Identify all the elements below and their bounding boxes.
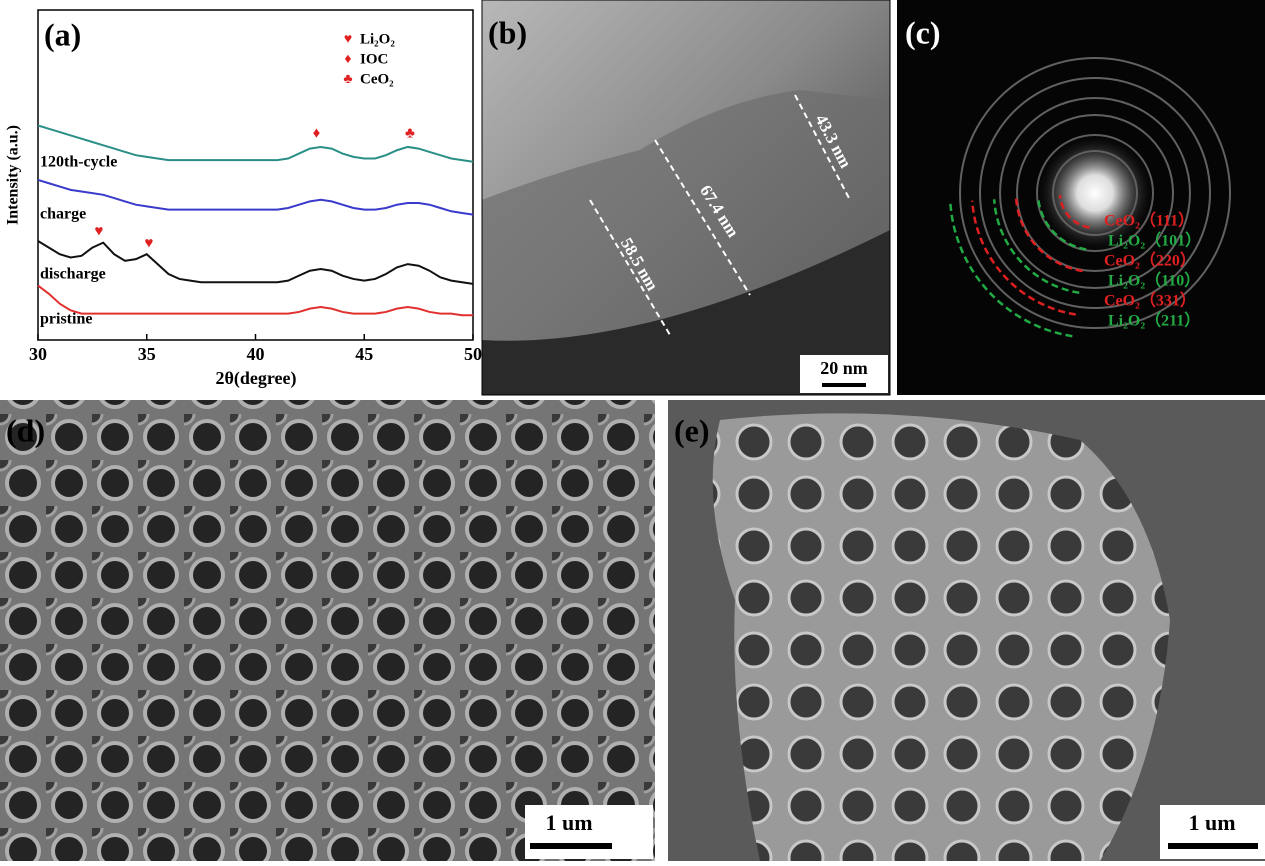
- panel-label: (a): [44, 16, 81, 52]
- panel-label: (d): [6, 412, 45, 448]
- series-line: [37, 124, 474, 163]
- sem-image: [0, 400, 655, 861]
- y-axis-label: Intensity (a.u.): [5, 125, 22, 225]
- legend-label: CeO₂: [360, 71, 394, 87]
- ring-arc: [1058, 195, 1090, 229]
- legend-label: IOC: [360, 51, 388, 67]
- x-tick-label: 35: [138, 344, 156, 364]
- x-axis-label: 2θ(degree): [215, 368, 296, 389]
- measure-line: [654, 139, 751, 296]
- ring-label: CeO₂（220）: [1104, 252, 1196, 270]
- ring-arc: [992, 199, 1080, 294]
- ring-arc: [949, 202, 1073, 338]
- series-label: pristine: [40, 311, 92, 328]
- ring-arc: [1014, 197, 1083, 273]
- central-spot: [1035, 133, 1155, 253]
- x-tick-label: 45: [355, 344, 373, 364]
- peak-marker: ♥: [94, 223, 103, 239]
- scale-bar-box: [525, 805, 653, 859]
- scale-bar-label: 20 nm: [820, 358, 868, 378]
- legend-symbol: ♣: [343, 72, 352, 87]
- series-label: 120th-cycle: [40, 154, 117, 171]
- scale-bar-label: 1 um: [1188, 810, 1235, 835]
- series-label: charge: [40, 206, 86, 223]
- plot-frame: [37, 9, 474, 341]
- sem-particle: [712, 413, 1170, 861]
- peak-marker: ♣: [405, 125, 415, 141]
- ring-label: Li₂O₂（211）: [1108, 312, 1200, 330]
- panel-label: (c): [905, 14, 941, 50]
- x-tick-label: 50: [464, 344, 482, 364]
- ring-arc: [1036, 196, 1087, 251]
- series-label: discharge: [40, 266, 106, 283]
- legend-symbol: ♥: [344, 32, 352, 47]
- indexed-arcs: CeO₂（111） Li₂O₂（101） CeO₂（220） Li₂O₂（110） Ce…: [949, 195, 1201, 338]
- series-line: [37, 284, 473, 317]
- legend-label: Li₂O₂: [360, 31, 395, 47]
- scale-bar-label: 1 um: [545, 810, 592, 835]
- panel-label: (e): [674, 412, 710, 448]
- ring-label: Li₂O₂（110）: [1108, 272, 1200, 290]
- ring-label: CeO₂（111）: [1104, 212, 1194, 230]
- ring-label: Li₂O₂（101）: [1108, 232, 1201, 250]
- scale-bar-box: [1160, 805, 1265, 859]
- x-tick-label: 40: [247, 344, 265, 364]
- panel-label: (b): [488, 14, 527, 50]
- peak-marker: ♥: [144, 235, 153, 251]
- x-tick-label: 30: [29, 344, 47, 364]
- series-line: [37, 178, 474, 216]
- ring-arc: [970, 200, 1076, 316]
- tem-shadow: [482, 230, 890, 395]
- peak-marker: ♦: [313, 125, 321, 141]
- chart: 30 35 40 45 50 120th-cycle charge discharge pris…: [29, 31, 482, 364]
- ring-label: CeO₂（331）: [1104, 292, 1196, 310]
- legend-symbol: ♦: [344, 52, 351, 67]
- measure-line: [589, 199, 671, 336]
- tem-border: [481, 0, 891, 396]
- sem-shade: [0, 400, 655, 861]
- series-line: [37, 240, 474, 285]
